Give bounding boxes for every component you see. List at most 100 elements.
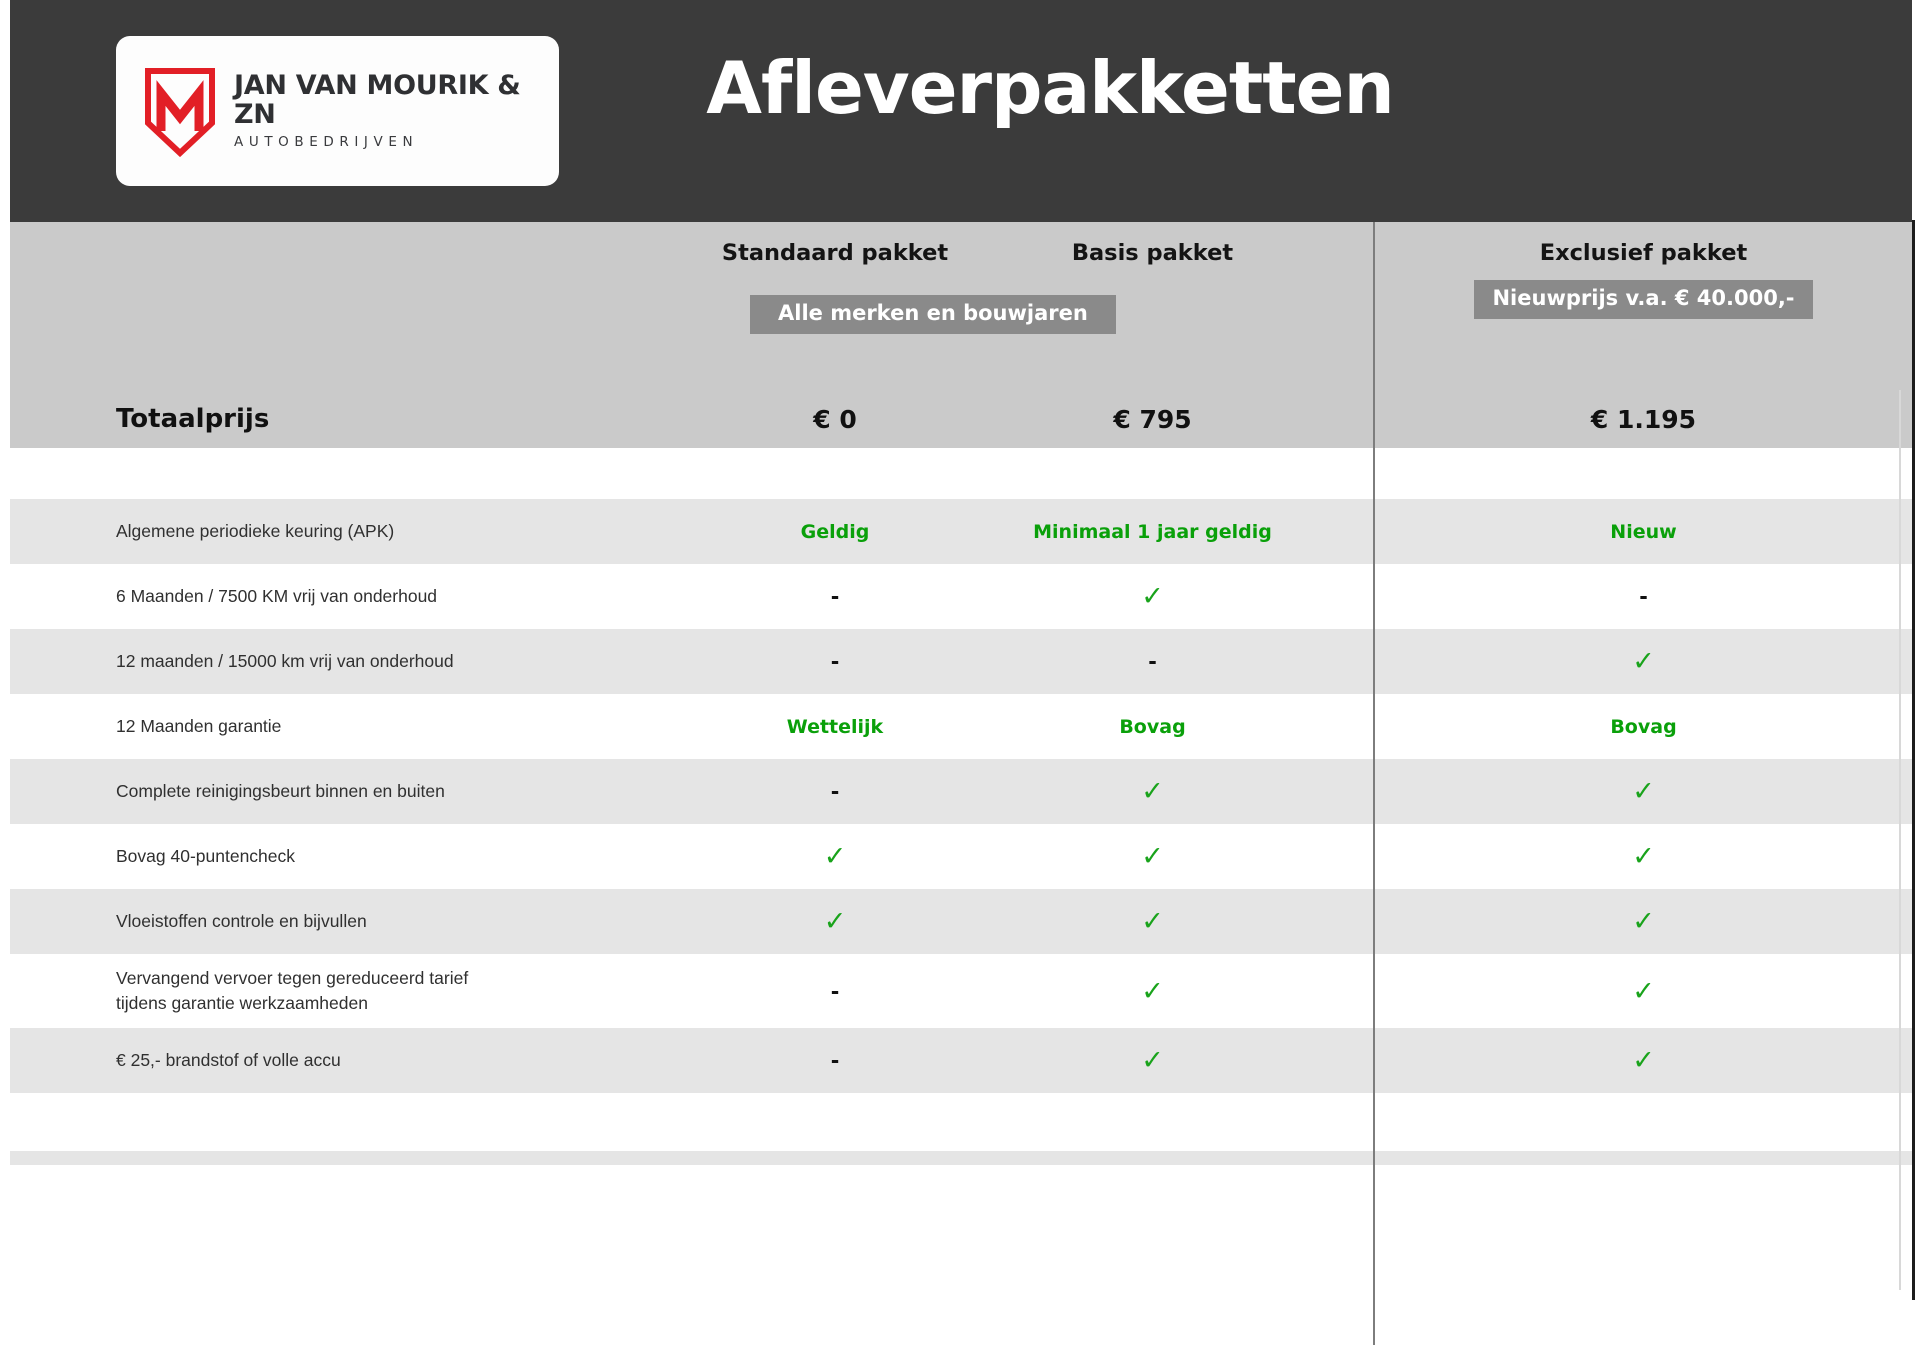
row-value-standaard: - bbox=[740, 954, 930, 1028]
row-label: Algemene periodieke keuring (APK) bbox=[10, 499, 740, 564]
total-price-exclusief: € 1.195 bbox=[1375, 390, 1912, 448]
row-label-line1: 6 Maanden / 7500 KM vrij van onderhoud bbox=[116, 585, 438, 606]
check-icon: ✓ bbox=[1141, 841, 1164, 871]
total-price-standaard: € 0 bbox=[740, 390, 930, 448]
price-value-standaard: € 0 bbox=[813, 404, 857, 434]
row-value-basis: ✓ bbox=[930, 954, 1375, 1028]
tail-grey-label-cell bbox=[10, 1151, 740, 1165]
spacer-standaard-cell bbox=[740, 448, 930, 499]
row-label-line1: Algemene periodieke keuring (APK) bbox=[116, 520, 395, 541]
row-value-basis: ✓ bbox=[930, 759, 1375, 824]
tail-grey-standaard-cell bbox=[740, 1151, 930, 1165]
row-label: Bovag 40-puntencheck bbox=[10, 824, 740, 889]
row-value-exclusief: ✓ bbox=[1375, 889, 1912, 954]
dash-icon: - bbox=[830, 647, 840, 675]
column-title-basis: Basis pakket bbox=[1071, 240, 1234, 266]
row-value-standaard: - bbox=[740, 564, 930, 629]
check-icon: ✓ bbox=[1141, 776, 1164, 806]
check-icon: ✓ bbox=[1632, 906, 1655, 936]
value-text: Nieuw bbox=[1610, 520, 1677, 543]
row-value-standaard: ✓ bbox=[740, 824, 930, 889]
row-label-line1: € 25,- brandstof of volle accu bbox=[116, 1049, 341, 1070]
row-value-exclusief: Nieuw bbox=[1375, 499, 1912, 564]
row-value-basis: ✓ bbox=[930, 889, 1375, 954]
row-label-line1: 12 maanden / 15000 km vrij van onderhoud bbox=[116, 650, 454, 671]
row-value-basis: - bbox=[930, 629, 1375, 694]
row-label: € 25,- brandstof of volle accu bbox=[10, 1028, 740, 1093]
dash-icon: - bbox=[1639, 582, 1648, 610]
logo-wordmark: JAN VAN MOURIK & ZN AUTOBEDRIJVEN bbox=[234, 72, 559, 150]
check-icon: ✓ bbox=[1141, 581, 1164, 611]
price-value-basis: € 795 bbox=[1113, 404, 1192, 434]
page-header: JAN VAN MOURIK & ZN AUTOBEDRIJVEN Afleve… bbox=[0, 0, 1920, 222]
row-label: Complete reinigingsbeurt binnen en buite… bbox=[10, 759, 740, 824]
row-value-standaard: - bbox=[740, 1028, 930, 1093]
row-value-basis: Minimaal 1 jaar geldig bbox=[930, 499, 1375, 564]
spacer-exclusief-cell bbox=[1375, 448, 1912, 499]
row-label: Vloeistoffen controle en bijvullen bbox=[10, 889, 740, 954]
column-divider bbox=[1373, 222, 1375, 1345]
table-row: Vloeistoffen controle en bijvullen ✓ ✓ ✓ bbox=[10, 889, 1912, 954]
row-value-exclusief: - bbox=[1375, 564, 1912, 629]
column-title-standaard: Standaard pakket bbox=[721, 240, 949, 266]
row-label-line1: Vloeistoffen controle en bijvullen bbox=[116, 910, 367, 931]
header-cell-exclusief: Exclusief pakket Nieuwprijs v.a. € 40.00… bbox=[1375, 222, 1912, 390]
total-price-label: Totaalprijs bbox=[116, 404, 270, 434]
page-title: Afleverpakketten bbox=[706, 46, 1395, 130]
logo-company-name: JAN VAN MOURIK & ZN bbox=[234, 70, 521, 130]
tail-spacer-row bbox=[10, 1093, 1912, 1151]
table-header-row: Standaard pakket Basis pakket Exclusief … bbox=[10, 222, 1912, 390]
row-value-standaard: ✓ bbox=[740, 889, 930, 954]
row-value-basis: Bovag bbox=[930, 694, 1375, 759]
check-icon: ✓ bbox=[1632, 975, 1655, 1006]
dash-icon: - bbox=[830, 1046, 840, 1074]
row-value-standaard: - bbox=[740, 629, 930, 694]
page-edge-right bbox=[1912, 0, 1920, 1345]
row-label: Vervangend vervoer tegen gereduceerd tar… bbox=[10, 954, 740, 1028]
total-price-basis: € 795 bbox=[930, 390, 1375, 448]
check-icon: ✓ bbox=[823, 841, 847, 871]
check-icon: ✓ bbox=[1141, 1045, 1164, 1075]
row-value-basis: ✓ bbox=[930, 1028, 1375, 1093]
tail-exclusief-cell bbox=[1375, 1093, 1912, 1151]
table-row: Algemene periodieke keuring (APK) Geldig M… bbox=[10, 499, 1912, 564]
table-row: Bovag 40-puntencheck ✓ ✓ ✓ bbox=[10, 824, 1912, 889]
value-text: Minimaal 1 jaar geldig bbox=[1033, 520, 1272, 543]
header-cell-empty bbox=[10, 222, 740, 390]
table-row: € 25,- brandstof of volle accu - ✓ ✓ bbox=[10, 1028, 1912, 1093]
tail-grey-basis-cell bbox=[930, 1151, 1375, 1165]
header-cell-standaard: Standaard pakket bbox=[722, 222, 948, 390]
table-row: 6 Maanden / 7500 KM vrij van onderhoud - ✓… bbox=[10, 564, 1912, 629]
check-icon: ✓ bbox=[1141, 906, 1164, 936]
total-price-row: Totaalprijs € 0 € 795 € 1.195 bbox=[10, 390, 1912, 448]
row-value-basis: ✓ bbox=[930, 824, 1375, 889]
header-cell-basis: Basis pakket bbox=[930, 222, 1375, 390]
row-label: 12 Maanden garantie bbox=[10, 694, 740, 759]
value-text: Wettelijk bbox=[786, 715, 884, 738]
check-icon: ✓ bbox=[1141, 975, 1164, 1006]
shield-m-icon bbox=[142, 65, 218, 157]
page-edge-left bbox=[0, 0, 10, 1345]
tail-standaard-cell bbox=[740, 1093, 930, 1151]
row-label: 12 maanden / 15000 km vrij van onderhoud bbox=[10, 629, 740, 694]
row-value-exclusief: ✓ bbox=[1375, 954, 1912, 1028]
check-icon: ✓ bbox=[1632, 841, 1655, 871]
dash-icon: - bbox=[1148, 647, 1157, 675]
check-icon: ✓ bbox=[823, 906, 847, 936]
value-text: Geldig bbox=[800, 520, 870, 543]
row-value-exclusief: ✓ bbox=[1375, 759, 1912, 824]
row-label-line1: Complete reinigingsbeurt binnen en buite… bbox=[116, 780, 445, 801]
row-label-line1: 12 Maanden garantie bbox=[116, 715, 282, 736]
company-logo: JAN VAN MOURIK & ZN AUTOBEDRIJVEN bbox=[116, 36, 559, 186]
badge-standaard-basis: Alle merken en bouwjaren bbox=[750, 295, 1116, 335]
column-title-exclusief: Exclusief pakket bbox=[1539, 240, 1748, 266]
dash-icon: - bbox=[830, 582, 840, 610]
row-value-exclusief: ✓ bbox=[1375, 1028, 1912, 1093]
row-value-exclusief: Bovag bbox=[1375, 694, 1912, 759]
row-value-standaard: Wettelijk bbox=[740, 694, 930, 759]
tail-grey-row bbox=[10, 1151, 1912, 1165]
row-label-line1: Bovag 40-puntencheck bbox=[116, 845, 296, 866]
dash-icon: - bbox=[830, 777, 840, 805]
row-value-standaard: - bbox=[740, 759, 930, 824]
